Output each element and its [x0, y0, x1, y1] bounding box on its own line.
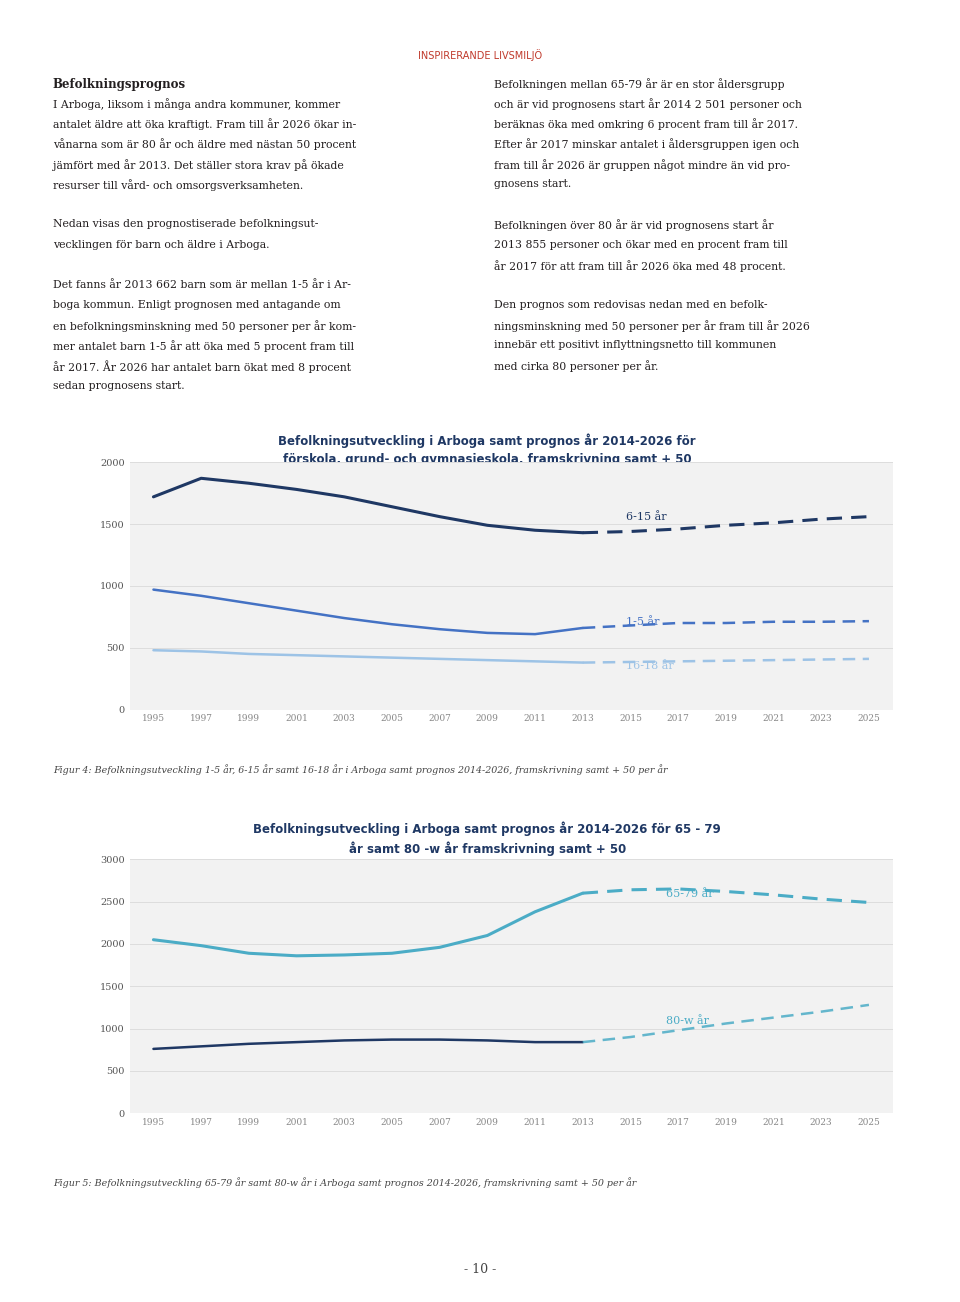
- Text: Nedan visas den prognostiserade befolkningsut-: Nedan visas den prognostiserade befolkni…: [53, 220, 318, 229]
- Text: - 10 -: - 10 -: [464, 1263, 496, 1276]
- Text: vånarna som är 80 år och äldre med nästan 50 procent: vånarna som är 80 år och äldre med nästa…: [53, 139, 356, 151]
- Text: resurser till vård- och omsorgsverksamheten.: resurser till vård- och omsorgsverksamhe…: [53, 180, 303, 191]
- Text: Befolkningsutveckling i Arboga samt prognos år 2014-2026 för 65 - 79
år samt 80 : Befolkningsutveckling i Arboga samt prog…: [253, 822, 721, 857]
- Text: innebär ett positivt inflyttningsnetto till kommunen: innebär ett positivt inflyttningsnetto t…: [494, 341, 777, 350]
- Text: ningsminskning med 50 personer per år fram till år 2026: ningsminskning med 50 personer per år fr…: [494, 320, 810, 332]
- Text: boga kommun. Enligt prognosen med antagande om: boga kommun. Enligt prognosen med antaga…: [53, 301, 341, 310]
- Text: Befolkningsprognos: Befolkningsprognos: [53, 78, 186, 91]
- Text: antalet äldre att öka kraftigt. Fram till år 2026 ökar in-: antalet äldre att öka kraftigt. Fram til…: [53, 118, 356, 130]
- Text: vecklingen för barn och äldre i Arboga.: vecklingen för barn och äldre i Arboga.: [53, 240, 270, 250]
- Text: med cirka 80 personer per år.: med cirka 80 personer per år.: [494, 361, 659, 372]
- Text: 6-15 år: 6-15 år: [626, 513, 666, 522]
- Text: Befolkningsutveckling i Arboga samt prognos år 2014-2026 för
förskola, grund- oc: Befolkningsutveckling i Arboga samt prog…: [278, 434, 696, 466]
- Text: beräknas öka med omkring 6 procent fram till år 2017.: beräknas öka med omkring 6 procent fram …: [494, 118, 799, 130]
- Text: Efter år 2017 minskar antalet i åldersgruppen igen och: Efter år 2017 minskar antalet i åldersgr…: [494, 139, 800, 151]
- Text: INSPIRERANDE LIVSMILJÖ: INSPIRERANDE LIVSMILJÖ: [418, 48, 542, 61]
- Text: 2013 855 personer och ökar med en procent fram till: 2013 855 personer och ökar med en procen…: [494, 240, 788, 250]
- Text: år 2017 för att fram till år 2026 öka med 48 procent.: år 2017 för att fram till år 2026 öka me…: [494, 260, 786, 272]
- Text: år 2017. År 2026 har antalet barn ökat med 8 procent: år 2017. År 2026 har antalet barn ökat m…: [53, 361, 350, 374]
- Text: Figur 4: Befolkningsutveckling 1-5 år, 6-15 år samt 16-18 år i Arboga samt progn: Figur 4: Befolkningsutveckling 1-5 år, 6…: [53, 764, 667, 775]
- Text: sedan prognosens start.: sedan prognosens start.: [53, 381, 184, 391]
- Text: fram till år 2026 är gruppen något mindre än vid pro-: fram till år 2026 är gruppen något mindr…: [494, 159, 790, 171]
- Text: 80-w år: 80-w år: [666, 1016, 709, 1026]
- Text: 65-79 år: 65-79 år: [666, 889, 714, 898]
- Text: gnosens start.: gnosens start.: [494, 180, 571, 189]
- Text: Figur 5: Befolkningsutveckling 65-79 år samt 80-w år i Arboga samt prognos 2014-: Figur 5: Befolkningsutveckling 65-79 år …: [53, 1177, 636, 1187]
- Text: Den prognos som redovisas nedan med en befolk-: Den prognos som redovisas nedan med en b…: [494, 301, 768, 310]
- Text: en befolkningsminskning med 50 personer per år kom-: en befolkningsminskning med 50 personer …: [53, 320, 356, 332]
- Text: I Arboga, liksom i många andra kommuner, kommer: I Arboga, liksom i många andra kommuner,…: [53, 99, 340, 111]
- Text: Det fanns år 2013 662 barn som är mellan 1-5 år i Ar-: Det fanns år 2013 662 barn som är mellan…: [53, 280, 350, 290]
- Text: 1-5 år: 1-5 år: [626, 617, 660, 626]
- Text: jämfört med år 2013. Det ställer stora krav på ökade: jämfört med år 2013. Det ställer stora k…: [53, 159, 344, 171]
- Text: 16-18 år: 16-18 år: [626, 661, 673, 671]
- Text: Befolkningen mellan 65-79 år är en stor åldersgrupp: Befolkningen mellan 65-79 år är en stor …: [494, 78, 785, 90]
- Text: och är vid prognosens start år 2014 2 501 personer och: och är vid prognosens start år 2014 2 50…: [494, 99, 803, 111]
- Text: Befolkningen över 80 år är vid prognosens start år: Befolkningen över 80 år är vid prognosen…: [494, 220, 774, 232]
- Text: mer antalet barn 1-5 år att öka med 5 procent fram till: mer antalet barn 1-5 år att öka med 5 pr…: [53, 341, 354, 353]
